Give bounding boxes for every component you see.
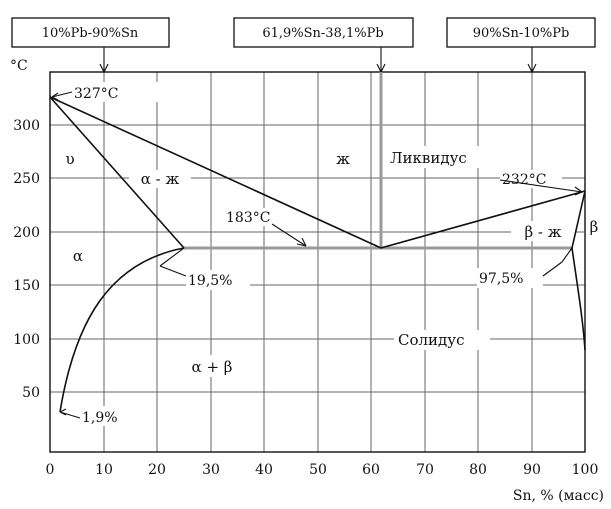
x-tick-label: 90	[523, 462, 541, 478]
x-tick-label: 30	[202, 462, 220, 478]
beta-max-solubility-label: 97,5%	[479, 271, 523, 287]
y-tick-labels: 50 100 150 200 250 300	[13, 118, 40, 401]
y-axis-unit: °C	[10, 58, 28, 74]
grid	[50, 72, 585, 452]
alpha-min-solubility-label: 1,9%	[82, 410, 118, 426]
x-tick-label: 60	[362, 462, 380, 478]
x-tick-label: 50	[309, 462, 327, 478]
y-tick-label: 150	[13, 278, 40, 294]
liquidus-right	[380, 190, 586, 249]
phase-label-beta-liquid: β - ж	[524, 223, 561, 241]
x-tick-label: 20	[148, 462, 166, 478]
label-backgrounds	[60, 82, 604, 426]
alpha-max-solubility-label: 19,5%	[188, 273, 232, 289]
solvus-alpha	[59, 247, 185, 413]
leader-lines	[51, 47, 583, 419]
eutectic-temperature-label: 183°C	[226, 210, 270, 226]
phase-label-alpha-beta: α + β	[192, 358, 233, 376]
composition-label-10pb: 10%Pb-90%Sn	[42, 26, 139, 41]
phase-label-beta: β	[590, 218, 599, 236]
x-tick-label: 100	[572, 462, 599, 478]
solidus-alpha	[49, 96, 185, 249]
phase-label-upsilon: υ	[65, 150, 74, 168]
x-tick-label: 80	[469, 462, 487, 478]
composition-label-90sn: 90%Sn-10%Pb	[473, 26, 570, 41]
phase-label-alpha: α	[73, 247, 83, 265]
solidus-beta	[571, 190, 586, 249]
composition-box-10pb: 10%Pb-90%Sn	[11, 17, 170, 48]
solvus-beta	[571, 247, 586, 351]
liquidus-left	[49, 96, 382, 249]
composition-box-eutectic: 61,9%Sn-38,1%Pb	[233, 17, 414, 48]
phase-label-liquid: ж	[336, 150, 350, 168]
x-tick-label: 70	[416, 462, 434, 478]
x-tick-label: 10	[95, 462, 113, 478]
x-tick-label: 0	[46, 462, 55, 478]
sn-melting-point-label: 232°C	[502, 172, 546, 188]
composition-box-90sn: 90%Sn-10%Pb	[446, 17, 596, 48]
y-tick-label: 250	[13, 171, 40, 187]
pb-melting-point-label: 327°C	[74, 86, 118, 102]
y-tick-label: 300	[13, 118, 40, 134]
y-tick-label: 50	[22, 385, 40, 401]
plot-frame	[49, 71, 586, 453]
x-tick-labels: 0 10 20 30 40 50 60 70 80 90 100	[46, 462, 599, 478]
y-tick-label: 100	[13, 332, 40, 348]
y-tick-label: 200	[13, 225, 40, 241]
x-axis-label: Sn, % (масс)	[513, 488, 604, 504]
liquidus-label: Ликвидус	[390, 149, 467, 167]
composition-label-eutectic: 61,9%Sn-38,1%Pb	[262, 26, 383, 41]
solidus-label: Солидус	[398, 331, 465, 349]
phase-label-alpha-liquid: α - ж	[141, 170, 180, 188]
x-tick-label: 40	[255, 462, 273, 478]
